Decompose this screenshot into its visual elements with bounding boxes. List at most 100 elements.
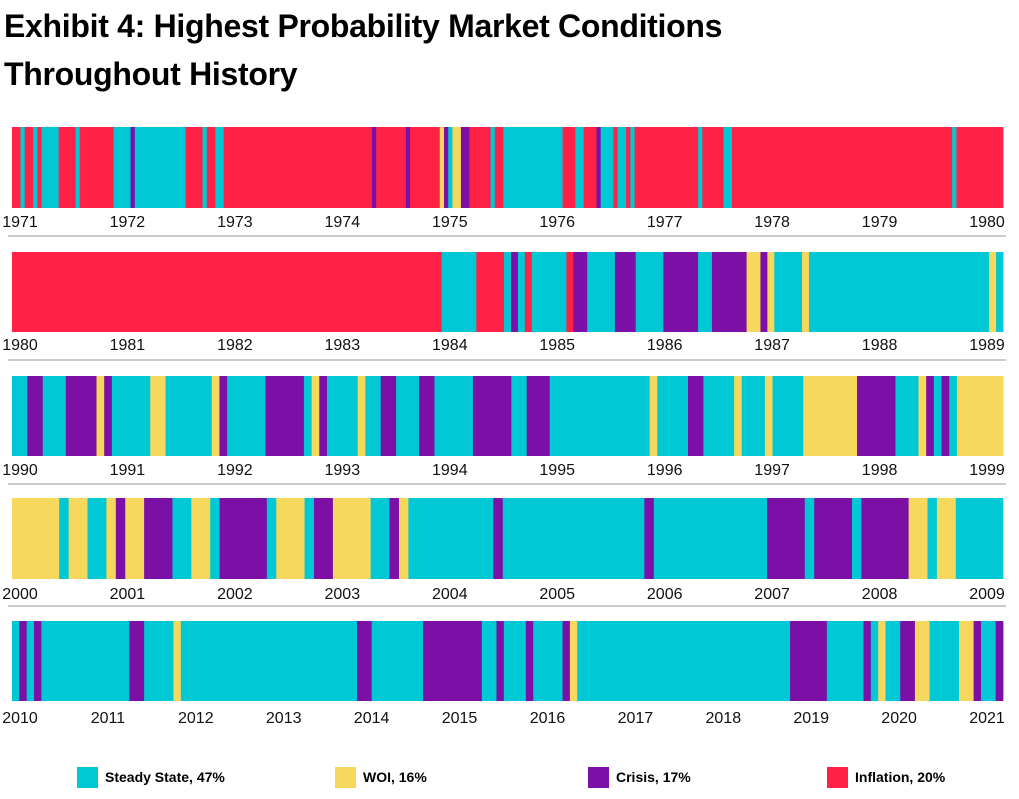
regime-bar-crisis: [614, 252, 637, 332]
regime-bar-crisis: [573, 252, 588, 332]
tick-label: 1999: [969, 462, 1005, 479]
tick-label: 2007: [754, 586, 790, 603]
strip-row-3: 1990 1991 1992 1993 1994 1995 1996 1997 1998 1999: [2, 376, 1006, 485]
tick-label: 1986: [647, 337, 683, 354]
regime-bar-steady-state: [504, 252, 512, 332]
regime-bar-crisis: [926, 376, 935, 456]
regime-bar-woi: [398, 498, 409, 579]
regime-bar-steady-state: [575, 127, 585, 208]
regime-bar-crisis: [265, 376, 305, 456]
tick-label: 1975: [432, 214, 468, 231]
regime-bar-steady-state: [630, 127, 635, 208]
regime-bar-steady-state: [26, 621, 35, 701]
tick-label: 1980: [2, 337, 38, 354]
strip-row-2: 1980 1981 1982 1983 1984 1985 1986 1987 1988 1989: [2, 252, 1006, 361]
chart-title-line-1: Exhibit 4: Highest Probability Market Co…: [4, 8, 723, 44]
regime-bar-woi: [989, 252, 997, 332]
regime-bar-steady-state: [600, 127, 614, 208]
regime-bar-woi: [191, 498, 211, 579]
regime-bar-woi: [332, 498, 372, 579]
tick-label: 2016: [530, 710, 566, 727]
tick-label: 1994: [432, 462, 468, 479]
regime-bar-inflation: [956, 127, 1004, 208]
regime-bar-crisis: [34, 621, 42, 701]
regime-bar-steady-state: [723, 127, 733, 208]
tick-label: 1973: [217, 214, 253, 231]
regime-bar-steady-state: [371, 621, 424, 701]
regime-bar-crisis: [405, 127, 411, 208]
tick-label: 1991: [110, 462, 146, 479]
tick-label: 1995: [539, 462, 575, 479]
regime-bar-crisis: [219, 498, 268, 579]
regime-bar-steady-state: [808, 252, 990, 332]
regime-bar-steady-state: [326, 376, 359, 456]
regime-bar-steady-state: [929, 621, 960, 701]
regime-bar-steady-state: [210, 498, 221, 579]
regime-bar-steady-state: [851, 498, 862, 579]
regime-bar-steady-state: [396, 376, 420, 456]
regime-bar-crisis: [562, 621, 571, 701]
tick-label: 2006: [647, 586, 683, 603]
regime-bar-woi: [956, 376, 1004, 456]
regime-bar-woi: [125, 498, 145, 579]
regime-bar-inflation: [731, 127, 953, 208]
regime-bar-inflation: [469, 127, 491, 208]
regime-bar-steady-state: [955, 498, 1004, 579]
tick-label: 2003: [325, 586, 361, 603]
tick-label: 2002: [217, 586, 253, 603]
regime-bar-woi: [958, 621, 975, 701]
regime-bar-crisis: [314, 498, 334, 579]
regime-bar-steady-state: [227, 376, 266, 456]
regime-bar-crisis: [525, 621, 534, 701]
regime-bar-steady-state: [304, 498, 315, 579]
tick-label: 1974: [325, 214, 361, 231]
regime-bar-inflation: [634, 127, 699, 208]
regime-bar-woi: [311, 376, 320, 456]
regime-bar-steady-state: [653, 498, 768, 579]
regime-bar-steady-state: [303, 376, 312, 456]
tick-label: 1978: [754, 214, 790, 231]
regime-bar-steady-state: [441, 252, 477, 332]
regime-bar-woi: [802, 252, 810, 332]
regime-bar-steady-state: [172, 498, 192, 579]
regime-bar-steady-state: [503, 127, 563, 208]
regime-bar-inflation: [12, 127, 21, 208]
regime-bar-steady-state: [511, 376, 528, 456]
regime-bar-steady-state: [165, 376, 213, 456]
strip-row-5: 2010 2011 2012 2013 2014 2015 2016 2017 2018 2019…: [2, 621, 1005, 727]
regime-bar-inflation: [185, 127, 203, 208]
tick-label: 2012: [178, 710, 214, 727]
legend-item-crisis: Crisis, 17%: [588, 766, 691, 788]
regime-bar-inflation: [702, 127, 724, 208]
tick-label: 1998: [862, 462, 898, 479]
regime-bar-steady-state: [41, 621, 130, 701]
regime-bar-steady-state: [481, 621, 497, 701]
strip-row-4: 2000 2001 2002 2003 2004 2005 2006 2007 2008 2009: [2, 498, 1006, 607]
regime-bar-woi: [878, 621, 886, 701]
regime-bar-steady-state: [996, 252, 1004, 332]
regime-bar-crisis: [423, 621, 483, 701]
tick-label: 1987: [754, 337, 790, 354]
regime-bar-steady-state: [408, 498, 494, 579]
tick-label: 2014: [354, 710, 390, 727]
regime-bar-crisis: [814, 498, 853, 579]
regime-bar-steady-state: [144, 621, 174, 701]
regime-bar-crisis: [526, 376, 551, 456]
regime-bar-woi: [936, 498, 957, 579]
regime-bar-crisis: [510, 252, 519, 332]
tick-label: 2010: [2, 710, 38, 727]
tick-label: 2019: [793, 710, 829, 727]
regime-bar-crisis: [861, 498, 910, 579]
regime-bar-woi: [211, 376, 220, 456]
legend-label-woi: WOI, 16%: [363, 769, 427, 785]
regime-bar-woi: [734, 376, 743, 456]
tick-label: 1977: [647, 214, 683, 231]
regime-bar-steady-state: [774, 252, 803, 332]
regime-bar-steady-state: [12, 376, 28, 456]
regime-bar-crisis: [443, 127, 449, 208]
regime-bar-crisis: [995, 621, 1004, 701]
regime-bar-woi: [357, 376, 366, 456]
regime-bar-woi: [276, 498, 305, 579]
regime-bar-inflation: [566, 252, 574, 332]
regime-bar-crisis: [115, 498, 126, 579]
